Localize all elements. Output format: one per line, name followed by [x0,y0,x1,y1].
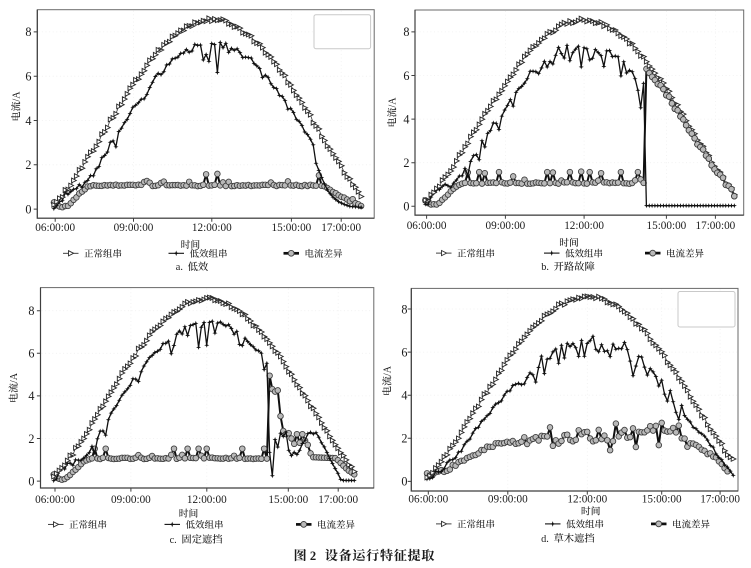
svg-text:17:00:00: 17:00:00 [696,220,736,232]
svg-text:09:00:00: 09:00:00 [114,222,154,234]
svg-text:06:00:00: 06:00:00 [35,494,75,506]
svg-text:2: 2 [28,432,34,446]
svg-text:15:00:00: 15:00:00 [268,494,308,506]
svg-text:06:00:00: 06:00:00 [35,222,75,234]
svg-text:12:00:00: 12:00:00 [192,222,232,234]
svg-text:c.: c. [170,535,177,546]
svg-text:0: 0 [403,200,409,214]
svg-text:/A: /A [9,372,20,383]
svg-text:09:00:00: 09:00:00 [488,494,528,506]
svg-text:0: 0 [401,475,407,489]
svg-text:6: 6 [25,70,31,84]
svg-text:2: 2 [403,156,409,170]
svg-text:/A: /A [388,97,399,108]
svg-text:2: 2 [25,158,31,172]
svg-text:15:00:00: 15:00:00 [642,494,682,506]
svg-text:8: 8 [401,302,407,316]
svg-text:8: 8 [403,25,409,39]
svg-text:12:00:00: 12:00:00 [187,494,227,506]
svg-text:/A: /A [12,91,23,102]
svg-text:4: 4 [25,114,31,128]
svg-text:12:00:00: 12:00:00 [564,220,604,232]
svg-text:6: 6 [28,347,34,361]
svg-text:09:00:00: 09:00:00 [486,220,526,232]
svg-text:2: 2 [401,432,407,446]
svg-text:4: 4 [403,112,409,126]
svg-text:0: 0 [28,474,34,488]
svg-text:17:00:00: 17:00:00 [700,494,740,506]
svg-text:09:00:00: 09:00:00 [111,494,151,506]
svg-text:06:00:00: 06:00:00 [408,494,448,506]
svg-text:/A: /A [383,365,394,376]
svg-text:12:00:00: 12:00:00 [567,494,607,506]
svg-text:4: 4 [401,389,407,403]
svg-text:17:00:00: 17:00:00 [321,222,361,234]
svg-text:b.: b. [541,262,549,273]
svg-text:0: 0 [25,202,31,216]
svg-text:d.: d. [541,534,549,545]
svg-text:17:00:00: 17:00:00 [318,494,358,506]
svg-text:06:00:00: 06:00:00 [407,220,447,232]
svg-text:2: 2 [310,549,316,563]
svg-text:6: 6 [403,69,409,83]
svg-text:a.: a. [176,262,183,273]
svg-text:15:00:00: 15:00:00 [647,220,687,232]
svg-text:6: 6 [401,345,407,359]
svg-text:8: 8 [25,25,31,39]
svg-text:4: 4 [28,389,34,403]
svg-text:15:00:00: 15:00:00 [272,222,312,234]
svg-text:8: 8 [28,304,34,318]
